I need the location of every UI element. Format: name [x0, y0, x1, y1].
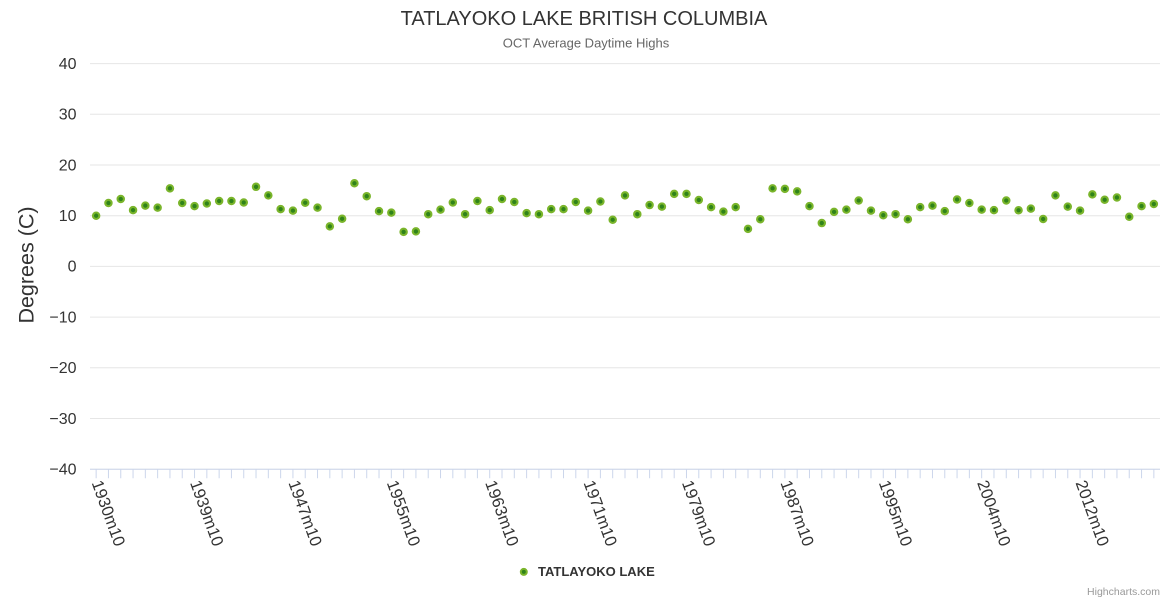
svg-text:Highcharts.com: Highcharts.com [1087, 586, 1160, 598]
svg-text:OCT Average Daytime Highs: OCT Average Daytime Highs [503, 36, 670, 51]
svg-text:0: 0 [68, 259, 77, 276]
svg-text:40: 40 [59, 56, 77, 73]
svg-text:−10: −10 [49, 309, 76, 326]
svg-text:−30: −30 [49, 411, 76, 428]
svg-text:TATLAYOKO LAKE: TATLAYOKO LAKE [538, 564, 655, 579]
svg-text:−40: −40 [49, 462, 76, 479]
svg-text:10: 10 [59, 208, 77, 225]
svg-text:−20: −20 [49, 360, 76, 377]
svg-text:TATLAYOKO LAKE BRITISH COLUMBI: TATLAYOKO LAKE BRITISH COLUMBIA [401, 8, 768, 30]
svg-text:Degrees (C): Degrees (C) [15, 206, 39, 323]
svg-text:30: 30 [59, 107, 77, 124]
svg-text:20: 20 [59, 157, 77, 174]
